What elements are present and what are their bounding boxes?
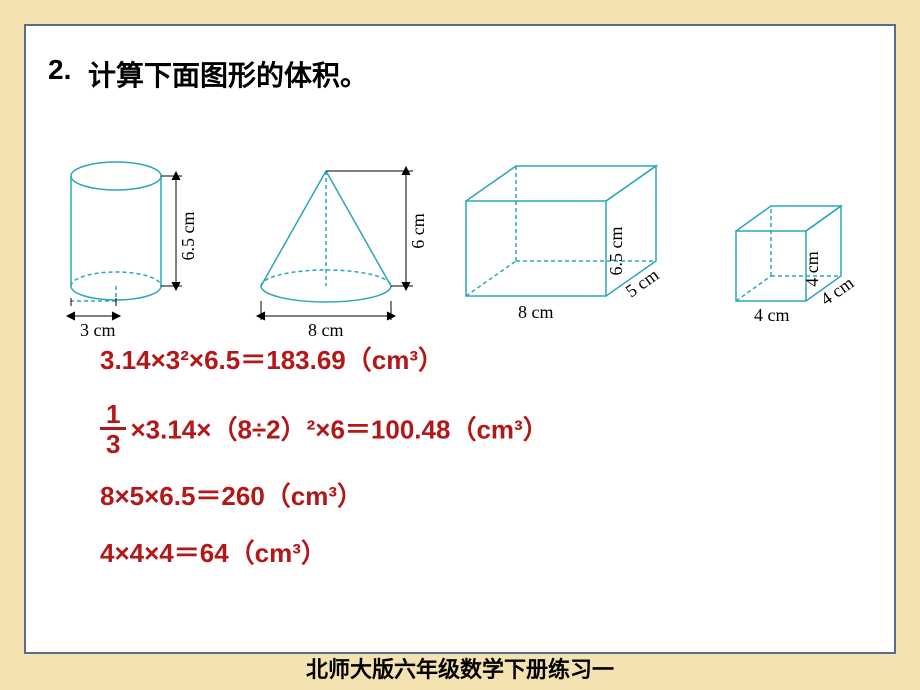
answer-2-rest: ×3.14×（8÷2）²×6＝100.48（cm³） [130,414,548,444]
content-frame: 2. 计算下面图形的体积。 [24,24,896,654]
fraction-one-third: 1 3 [100,401,126,459]
cuboid-length-label: 8 cm [518,302,554,322]
cylinder-radius-label: 3 cm [80,320,116,340]
question-number: 2. [48,54,71,86]
cylinder-height-label: 6.5 cm [178,212,198,261]
cube-edge-w: 4 cm [817,273,858,310]
cylinder-shape: 6.5 cm 3 cm [46,146,216,351]
cone-height-label: 6 cm [408,213,428,249]
cone-diameter-label: 8 cm [308,320,344,340]
cuboid-width-label: 5 cm [622,265,663,302]
answer-2: 1 3 ×3.14×（8÷2）²×6＝100.48（cm³） [100,403,549,461]
cube-edge-h: 4 cm [802,251,822,287]
answers-block: 3.14×3²×6.5＝183.69（cm³） 1 3 ×3.14×（8÷2）²… [100,346,549,567]
shapes-row: 6.5 cm 3 cm [46,156,886,351]
frac-den: 3 [100,430,126,459]
cone-shape: 6 cm 8 cm [231,146,441,351]
cuboid-shape: 6.5 cm 5 cm 8 cm [446,146,706,351]
answer-1: 3.14×3²×6.5＝183.69（cm³） [100,346,549,375]
footer-text: 北师大版六年级数学下册练习一 [0,652,920,684]
answer-4: 4×4×4＝64（cm³） [100,539,549,568]
cube-shape: 4 cm 4 cm 4 cm [716,191,886,356]
cube-edge-l: 4 cm [754,305,790,325]
answer-3: 8×5×6.5＝260（cm³） [100,482,549,511]
frac-num: 1 [100,401,126,430]
cuboid-height-label: 6.5 cm [606,227,626,276]
question-text: 计算下面图形的体积。 [88,54,368,94]
